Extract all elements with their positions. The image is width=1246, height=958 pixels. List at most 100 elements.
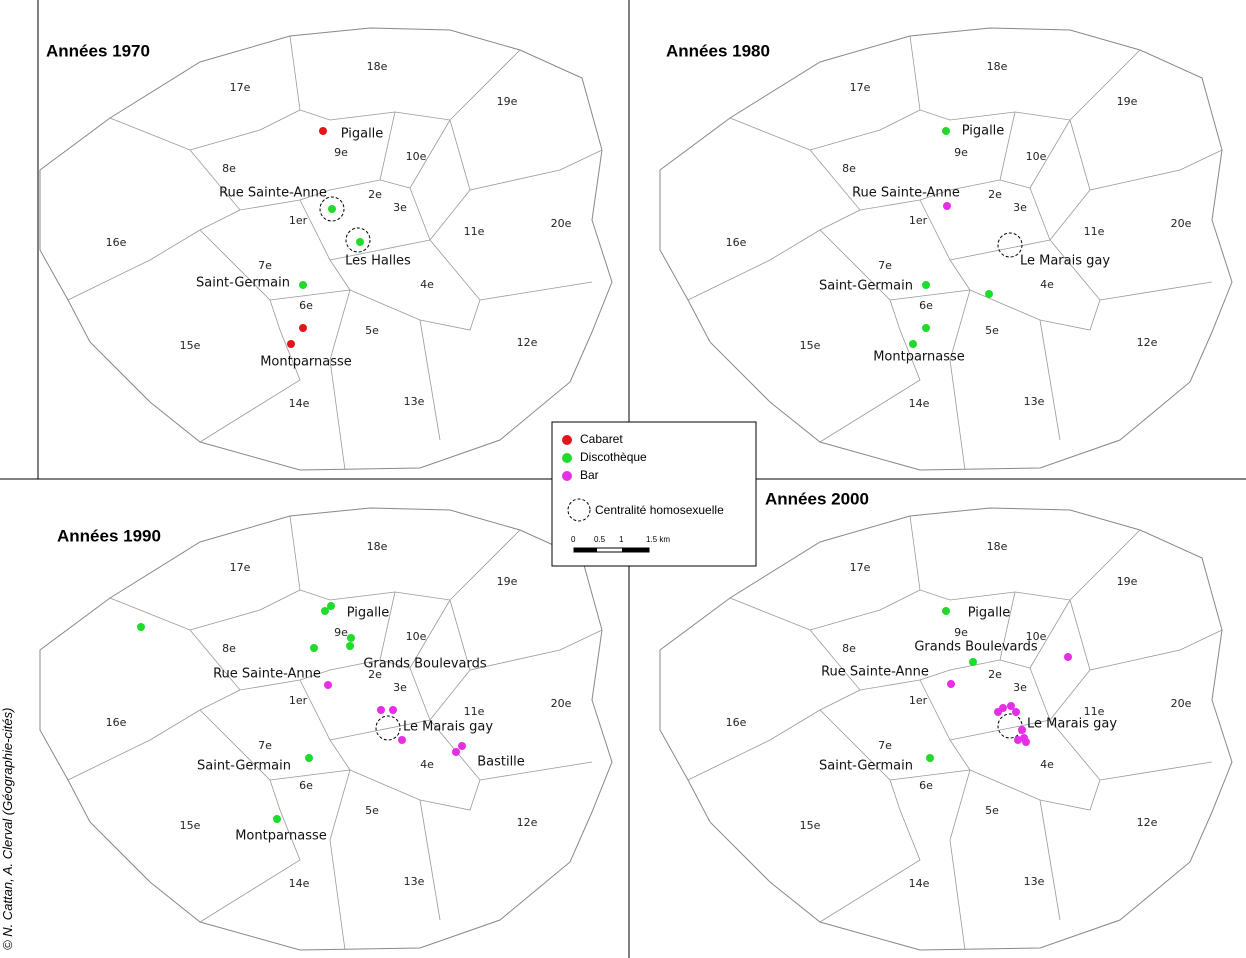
district-label: 20e [1171, 697, 1192, 710]
district-label: 20e [1171, 217, 1192, 230]
place-label: Rue Sainte-Anne [219, 186, 327, 201]
district-label: 11e [464, 705, 485, 718]
venue-dot [922, 281, 930, 289]
place-label: Rue Sainte-Anne [821, 665, 929, 680]
district-label: 19e [497, 575, 518, 588]
district-label: 18e [367, 60, 388, 73]
venue-dot [273, 815, 281, 823]
place-label: Bastille [477, 755, 525, 770]
district-boundary [1039, 319, 1061, 441]
district-boundary [819, 229, 921, 443]
centrality-circle [345, 227, 371, 253]
venue-dot [1064, 653, 1072, 661]
district-label: 16e [726, 236, 747, 249]
place-label: Montparnasse [873, 350, 965, 365]
legend-label: Discothèque [580, 450, 647, 464]
district-label: 15e [180, 819, 201, 832]
district-label: 19e [497, 95, 518, 108]
district-boundary [289, 515, 521, 601]
scale-bar [622, 548, 649, 552]
venue-dot [922, 324, 930, 332]
district-label: 14e [289, 877, 310, 890]
district-label: 16e [106, 716, 127, 729]
district-label: 1er [909, 694, 928, 707]
district-boundary [889, 769, 971, 781]
venue-dot [1012, 708, 1020, 716]
place-label: Montparnasse [260, 355, 352, 370]
district-label: 2e [988, 188, 1002, 201]
district-label: 18e [987, 540, 1008, 553]
district-boundary [969, 289, 1101, 331]
district-boundary [729, 109, 921, 151]
place-label: Pigalle [968, 606, 1011, 621]
place-label: Grands Boulevards [914, 640, 1038, 655]
district-boundary [909, 35, 1141, 121]
venue-dot [321, 607, 329, 615]
place-label: Rue Sainte-Anne [213, 667, 321, 682]
district-label: 9e [334, 146, 348, 159]
venue-dot [909, 340, 917, 348]
district-boundary [949, 239, 1051, 261]
district-label: 4e [1040, 278, 1054, 291]
legend-box [551, 421, 757, 567]
legend-circle [567, 498, 591, 522]
legend-label: Cabaret [580, 432, 623, 446]
district-boundary [1039, 799, 1061, 921]
district-label: 4e [1040, 758, 1054, 771]
district-label: 19e [1117, 575, 1138, 588]
venue-dot [947, 680, 955, 688]
legend-label: Bar [580, 468, 599, 482]
place-label: Rue Sainte-Anne [852, 186, 960, 201]
map-panel: Années 1970 17e 18e 19e 8e 9e 10e 2e 3e 1er 11e 20e… [39, 27, 613, 471]
district-boundary [687, 689, 861, 781]
place-label: Montparnasse [235, 829, 327, 844]
district-label: 14e [909, 397, 930, 410]
district-label: 9e [954, 626, 968, 639]
venue-dot [319, 127, 327, 135]
district-label: 5e [985, 804, 999, 817]
district-label: 11e [464, 225, 485, 238]
district-label: 2e [988, 668, 1002, 681]
venue-dot [389, 706, 397, 714]
district-boundary [349, 769, 481, 811]
district-boundary [819, 709, 921, 923]
district-label: 2e [368, 668, 382, 681]
district-label: 6e [299, 299, 313, 312]
district-label: 19e [1117, 95, 1138, 108]
place-label: Pigalle [347, 606, 390, 621]
venue-dot [299, 281, 307, 289]
district-label: 3e [1013, 681, 1027, 694]
legend-dot [562, 471, 572, 481]
venue-dot [452, 748, 460, 756]
legend-label: Centralité homosexuelle [595, 503, 724, 517]
district-boundary [199, 229, 301, 443]
district-label: 3e [393, 201, 407, 214]
venue-dot [926, 754, 934, 762]
district-boundary [109, 109, 301, 151]
panel-title: Années 1990 [57, 526, 161, 545]
district-label: 17e [850, 561, 871, 574]
place-label: Pigalle [962, 124, 1005, 139]
legend-dot [562, 453, 572, 463]
district-label: 14e [289, 397, 310, 410]
city-outline [39, 27, 613, 471]
district-label: 1er [909, 214, 928, 227]
district-boundary [999, 591, 1071, 669]
district-boundary [419, 319, 441, 441]
district-boundary [67, 209, 241, 301]
map-panel: Années 1980 17e 18e 19e 8e 9e 10e 2e 3e 1er 11e 20e… [659, 27, 1233, 471]
legend-dot [562, 435, 572, 445]
district-boundary [269, 769, 351, 781]
centrality-circle [997, 232, 1023, 258]
district-label: 11e [1084, 705, 1105, 718]
district-label: 12e [1137, 336, 1158, 349]
district-label: 6e [919, 299, 933, 312]
credit: © N. Cattan, A. Clerval (Géographie-cité… [0, 708, 15, 950]
venue-dot [458, 742, 466, 750]
venue-dot [985, 290, 993, 298]
district-label: 13e [404, 395, 425, 408]
scale-label: 0 [571, 535, 576, 544]
venue-dot [398, 736, 406, 744]
